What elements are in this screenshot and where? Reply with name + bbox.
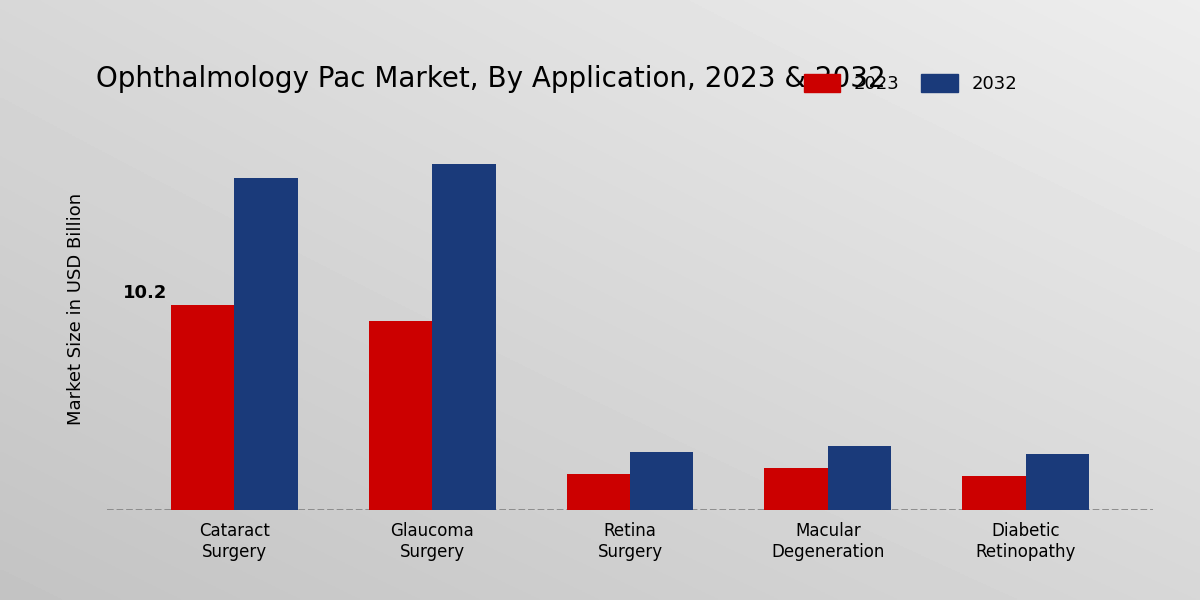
Bar — [962, 476, 1026, 510]
Bar — [1026, 454, 1088, 510]
Bar — [432, 164, 496, 510]
Bar — [764, 468, 828, 510]
Text: 10.2: 10.2 — [122, 284, 167, 302]
Legend: 2023, 2032: 2023, 2032 — [794, 65, 1027, 102]
Bar — [172, 305, 234, 510]
Bar — [828, 446, 892, 510]
Bar — [566, 474, 630, 510]
Y-axis label: Market Size in USD Billion: Market Size in USD Billion — [67, 193, 85, 425]
Bar — [368, 321, 432, 510]
Bar — [630, 452, 694, 510]
Text: Ophthalmology Pac Market, By Application, 2023 & 2032: Ophthalmology Pac Market, By Application… — [96, 65, 886, 93]
Bar — [234, 178, 298, 510]
